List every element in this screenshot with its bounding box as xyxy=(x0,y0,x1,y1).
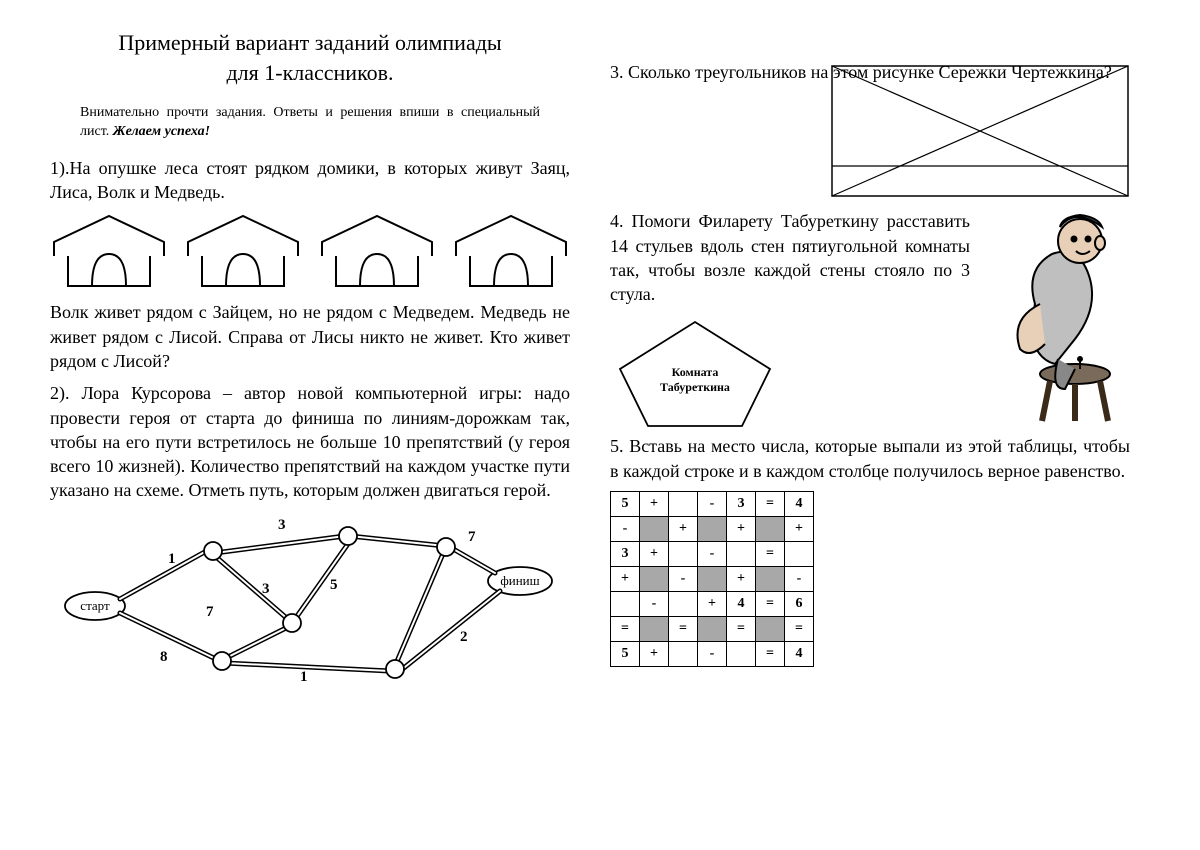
grid-cell xyxy=(756,517,785,542)
equation-grid: 5+-3=4-+++3+-=+-+--+4=6====5+-=4 xyxy=(610,491,814,667)
grid-cell xyxy=(756,567,785,592)
grid-cell: 6 xyxy=(785,592,814,617)
triangle-figure xyxy=(830,64,1130,199)
grid-cell: + xyxy=(611,567,640,592)
grid-cell xyxy=(611,592,640,617)
task-5: 5. Вставь на место числа, которые выпали… xyxy=(610,434,1130,483)
grid-cell: - xyxy=(640,592,669,617)
grid-cell: = xyxy=(756,492,785,517)
grid-cell: 4 xyxy=(785,492,814,517)
task-1a: 1).На опушке леса стоят рядком домики, в… xyxy=(50,156,570,205)
grid-cell xyxy=(640,617,669,642)
task-1b: Волк живет рядом с Зайцем, но не рядом с… xyxy=(50,300,570,373)
grid-cell: 4 xyxy=(785,642,814,667)
grid-cell: = xyxy=(756,542,785,567)
grid-cell: + xyxy=(640,542,669,567)
svg-text:7: 7 xyxy=(468,529,476,545)
svg-text:7: 7 xyxy=(206,604,214,620)
house-icon xyxy=(50,212,168,290)
grid-cell: + xyxy=(727,517,756,542)
grid-cell: = xyxy=(669,617,698,642)
svg-text:3: 3 xyxy=(278,517,286,533)
grid-cell: 3 xyxy=(611,542,640,567)
svg-text:старт: старт xyxy=(80,598,110,613)
house-icon xyxy=(318,212,436,290)
grid-cell: - xyxy=(785,567,814,592)
grid-cell xyxy=(669,642,698,667)
right-column: 3. Сколько треугольников на этом рисунке… xyxy=(610,30,1130,686)
grid-cell xyxy=(727,642,756,667)
grid-cell: - xyxy=(698,642,727,667)
task-2: 2). Лора Курсорова – автор новой компьют… xyxy=(50,381,570,502)
grid-cell: = xyxy=(785,617,814,642)
grid-cell: + xyxy=(785,517,814,542)
grid-cell: 4 xyxy=(727,592,756,617)
svg-text:5: 5 xyxy=(330,577,338,593)
svg-text:2: 2 xyxy=(460,629,468,645)
grid-cell: + xyxy=(640,642,669,667)
grid-cell xyxy=(669,592,698,617)
left-column: Примерный вариант заданий олимпиады для … xyxy=(50,30,570,686)
grid-cell: - xyxy=(698,542,727,567)
grid-cell: - xyxy=(669,567,698,592)
grid-cell xyxy=(640,517,669,542)
svg-text:3: 3 xyxy=(262,581,270,597)
task-3-text: 3. Сколько треугольников на этом рисунке… xyxy=(610,62,1112,82)
svg-text:8: 8 xyxy=(160,649,168,665)
grid-cell: + xyxy=(698,592,727,617)
grid-cell: = xyxy=(756,642,785,667)
task-4-block: 4. Помоги Филарету Табуреткину расставит… xyxy=(610,209,1130,434)
grid-cell: = xyxy=(611,617,640,642)
svg-text:финиш: финиш xyxy=(500,573,539,588)
grid-cell: + xyxy=(727,567,756,592)
grid-cell xyxy=(669,492,698,517)
houses-row xyxy=(50,212,570,290)
grid-cell xyxy=(698,567,727,592)
grid-cell: - xyxy=(611,517,640,542)
grid-cell: 5 xyxy=(611,642,640,667)
grid-cell: 5 xyxy=(611,492,640,517)
grid-cell xyxy=(727,542,756,567)
boy-on-stool-icon xyxy=(980,209,1130,429)
grid-cell: = xyxy=(727,617,756,642)
grid-cell xyxy=(785,542,814,567)
task-3: 3. Сколько треугольников на этом рисунке… xyxy=(610,60,1130,84)
grid-cell xyxy=(640,567,669,592)
svg-text:Табуреткина: Табуреткина xyxy=(660,380,730,394)
grid-cell: 3 xyxy=(727,492,756,517)
grid-cell xyxy=(698,617,727,642)
grid-cell xyxy=(756,617,785,642)
instructions-wish: Желаем успеха! xyxy=(113,124,210,139)
svg-text:Комната: Комната xyxy=(672,365,719,379)
doc-title-1: Примерный вариант заданий олимпиады xyxy=(50,30,570,56)
instructions: Внимательно прочти задания. Ответы и реш… xyxy=(80,104,540,142)
grid-cell xyxy=(669,542,698,567)
path-graph: старт финиш 1 3 3 7 8 1 5 7 2 xyxy=(50,511,570,686)
house-icon xyxy=(452,212,570,290)
grid-cell: - xyxy=(698,492,727,517)
doc-title-2: для 1-классников. xyxy=(50,60,570,86)
grid-cell: + xyxy=(640,492,669,517)
grid-cell xyxy=(698,517,727,542)
svg-text:1: 1 xyxy=(168,551,176,567)
svg-text:1: 1 xyxy=(300,669,308,685)
grid-cell: = xyxy=(756,592,785,617)
task-4: 4. Помоги Филарету Табуреткину расставит… xyxy=(610,209,970,306)
house-icon xyxy=(184,212,302,290)
pentagon-room: Комната Табуреткина xyxy=(610,314,780,434)
grid-cell: + xyxy=(669,517,698,542)
task-3-block: 3. Сколько треугольников на этом рисунке… xyxy=(610,60,1130,209)
